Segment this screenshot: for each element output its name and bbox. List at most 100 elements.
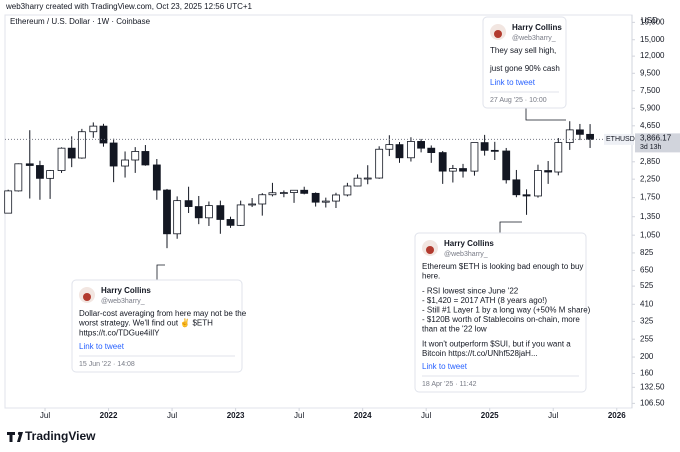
- candle-body: [258, 194, 267, 205]
- y-tick-label: 1,050: [640, 230, 661, 239]
- y-tick-label: 650: [640, 266, 654, 275]
- candle-body: [363, 177, 372, 180]
- y-tick-label: 106.50: [640, 398, 665, 407]
- tweet-link[interactable]: Link to tweet: [79, 342, 125, 351]
- x-tick-label: Jul: [548, 411, 558, 420]
- tweet-text: just gone 90% cash: [489, 64, 560, 73]
- candle-body: [544, 170, 553, 173]
- author: Harry Collins: [101, 286, 151, 295]
- plot: 19,000 15,000 12,000 9,500 7,500 5,900 4,650 2,…: [4, 17, 680, 420]
- y-tick-label: 12,000: [640, 51, 665, 60]
- candle-body: [163, 189, 171, 235]
- candle-body: [522, 194, 531, 197]
- author: Harry Collins: [444, 239, 494, 248]
- candle-body: [121, 159, 129, 167]
- x-tick-label: 2022: [100, 411, 118, 420]
- candle-body: [109, 142, 118, 167]
- candle-body: [332, 194, 340, 202]
- logo-icon: [7, 432, 23, 442]
- x-tick-label: Jul: [40, 411, 50, 420]
- currency: USD: [641, 16, 658, 25]
- tweet-text: They say sell high,: [490, 46, 556, 55]
- candle-body: [417, 141, 425, 149]
- tweet-text: worst strategy. We'll find out ✌️ $ETH: [78, 318, 213, 328]
- candle-body: [4, 190, 13, 214]
- tweet-link[interactable]: Link to tweet: [422, 362, 468, 371]
- tweet-text: It won't outperform $SUI, but if you wan…: [422, 339, 571, 348]
- symbol-title: Ethereum / U.S. Dollar · 1W · Coinbase: [10, 17, 151, 26]
- x-tick-label: Jul: [421, 411, 431, 420]
- tweet-cards: Harry Collins @web3harry_ They say sell hi…: [71, 16, 591, 393]
- y-tick-label: 160: [640, 369, 654, 378]
- y-tick-label: 7,500: [640, 86, 661, 95]
- y-tick-label: 1,750: [640, 193, 661, 202]
- tweet-text: Bitcoin https://t.co/UNhf528jaH...: [422, 349, 538, 358]
- author: Harry Collins: [512, 23, 562, 32]
- x-tick-label: Jul: [294, 411, 304, 420]
- x-tick-label: 2024: [354, 411, 372, 420]
- candle-body: [554, 142, 563, 173]
- y-tick-label: 255: [640, 334, 654, 343]
- symbol-tag-text: ETHUSD: [606, 136, 635, 143]
- candle-body: [576, 129, 584, 135]
- candle-body: [46, 170, 55, 179]
- handle: @web3harry_: [444, 251, 488, 258]
- candle-body: [459, 168, 467, 172]
- tweet-text: - $120B worth of Stablecoins on-chain, m…: [422, 315, 580, 324]
- tweet-card: Harry Collins @web3harry_ They say sell hi…: [482, 16, 567, 121]
- tweet-text: than at the '22 low: [422, 325, 487, 334]
- price-tag: [635, 133, 680, 153]
- candle-body: [268, 192, 277, 196]
- candle-body: [565, 129, 574, 144]
- candle-body: [236, 204, 245, 226]
- candle-body: [25, 163, 34, 166]
- x-tick-label: 2025: [481, 411, 499, 420]
- y-tick-label: 525: [640, 281, 654, 290]
- candle-body: [184, 200, 193, 207]
- candle-body: [385, 144, 394, 150]
- candle-body: [448, 168, 457, 172]
- candle-body: [173, 200, 182, 235]
- candle-body: [14, 163, 23, 192]
- tweet-link[interactable]: Link to tweet: [490, 78, 536, 87]
- logo: [7, 431, 23, 442]
- candle-body: [353, 177, 362, 187]
- credit: web3harry created with TradingView.com, …: [5, 2, 253, 11]
- candle-body: [586, 133, 594, 140]
- tweet-text: - RSI lowest since June '22: [422, 286, 519, 295]
- candle-body: [205, 205, 213, 219]
- tweet-connector: [525, 108, 566, 121]
- y-tick-label: 325: [640, 316, 654, 325]
- y-tick-label: 200: [640, 352, 654, 361]
- candle-body: [152, 164, 161, 191]
- y-tick-label: 4,650: [640, 121, 661, 130]
- y-tick-label: 825: [640, 248, 654, 257]
- y-tick-label: 9,500: [640, 68, 661, 77]
- candle-body: [300, 189, 309, 194]
- avatar-face: [494, 30, 502, 38]
- candle-body: [290, 189, 298, 193]
- tweet-text: here.: [422, 272, 440, 281]
- y-tick-label: 5,900: [640, 103, 661, 112]
- candle-body: [375, 148, 384, 179]
- y-tick-label: 19,000: [640, 17, 665, 26]
- y-tick-label: 132.50: [640, 382, 665, 391]
- tweet-card: Harry Collins @web3harry_ Ethereum $ETH is…: [414, 221, 591, 393]
- tweet-connector: [156, 264, 165, 280]
- x-tick-label: 2023: [227, 411, 245, 420]
- card-box: [71, 279, 243, 373]
- candle-body: [279, 192, 288, 194]
- symbol-tag: [604, 133, 634, 145]
- tweet-connector: [499, 221, 522, 233]
- candle-body: [99, 125, 108, 144]
- candle-body: [427, 147, 436, 153]
- candle-body: [67, 147, 76, 159]
- candle-body: [407, 141, 415, 159]
- avatar-face: [83, 293, 91, 301]
- price-countdown: 3d 13h: [640, 144, 662, 151]
- candle-body: [36, 165, 44, 179]
- candle-body: [395, 144, 404, 159]
- tweet-text: - $1,420 = 2017 ATH (8 years ago!): [422, 296, 547, 305]
- logo-text: TradingView: [25, 429, 96, 443]
